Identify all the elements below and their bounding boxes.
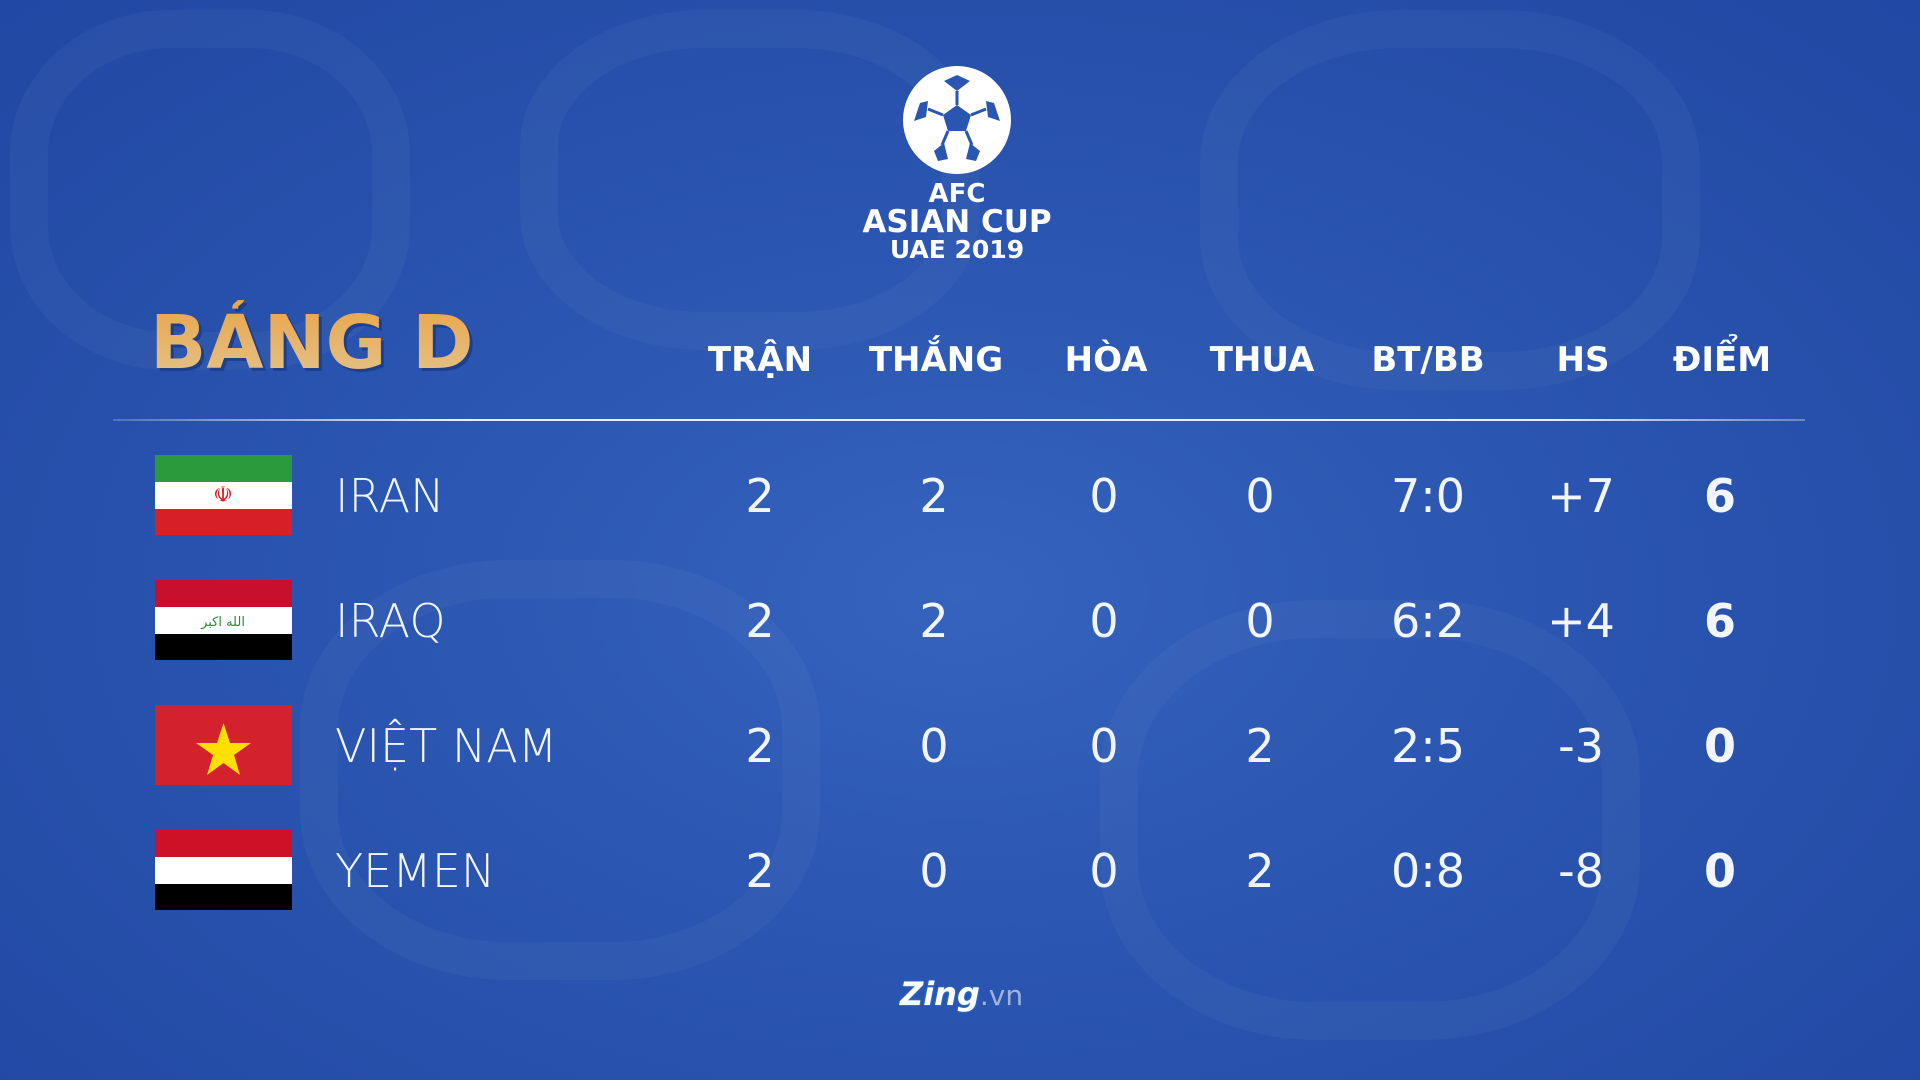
logo-text-asian-cup: ASIAN CUP xyxy=(862,204,1052,240)
cell-won: 0 xyxy=(919,844,949,898)
afc-asian-cup-logo: AFC ASIAN CUP UAE 2019 xyxy=(857,66,1057,264)
team-name: VIỆT NAM xyxy=(335,719,558,773)
column-header-goal-difference: HS xyxy=(1556,340,1610,380)
iraq-flag-icon: الله اكبر xyxy=(155,580,292,660)
cell-points: 6 xyxy=(1703,594,1737,648)
cell-goals: 6:2 xyxy=(1390,594,1466,648)
logo-text-afc: AFC xyxy=(928,179,986,209)
table-row: VIỆT NAM 2 0 0 2 2:5 -3 0 xyxy=(0,705,1920,785)
cell-goal-difference: -8 xyxy=(1558,844,1604,898)
header-divider xyxy=(113,419,1805,421)
column-header-lost: THUA xyxy=(1209,340,1315,380)
cell-drawn: 0 xyxy=(1089,594,1119,648)
cell-goal-difference: -3 xyxy=(1558,719,1604,773)
cell-goal-difference: +7 xyxy=(1547,469,1615,523)
cell-lost: 2 xyxy=(1245,719,1275,773)
table-row: الله اكبر IRAQ 2 2 0 0 6:2 +4 6 xyxy=(0,580,1920,660)
team-name: YEMEN xyxy=(335,844,496,898)
cell-points: 6 xyxy=(1703,469,1737,523)
cell-drawn: 0 xyxy=(1089,469,1119,523)
cell-won: 2 xyxy=(919,469,949,523)
cell-lost: 2 xyxy=(1245,844,1275,898)
yemen-flag-icon xyxy=(155,830,292,910)
table-row: ☫ IRAN 2 2 0 0 7:0 +7 6 xyxy=(0,455,1920,535)
cell-goal-difference: +4 xyxy=(1547,594,1615,648)
column-header-won: THẮNG xyxy=(868,340,1004,380)
iran-flag-icon: ☫ xyxy=(155,455,292,535)
column-header-played: TRẬN xyxy=(707,340,813,380)
cell-lost: 0 xyxy=(1245,594,1275,648)
cell-points: 0 xyxy=(1703,719,1737,773)
zing-logo: Zing.vn xyxy=(900,975,1023,1013)
cell-drawn: 0 xyxy=(1089,719,1119,773)
column-header-drawn: HÒA xyxy=(1064,340,1148,380)
background-decoration xyxy=(1100,600,1640,1040)
cell-played: 2 xyxy=(745,469,775,523)
football-icon xyxy=(903,66,1011,174)
cell-goals: 2:5 xyxy=(1390,719,1466,773)
cell-points: 0 xyxy=(1703,844,1737,898)
logo-text-uae-2019: UAE 2019 xyxy=(889,235,1025,264)
cell-drawn: 0 xyxy=(1089,844,1119,898)
cell-lost: 0 xyxy=(1245,469,1275,523)
vietnam-flag-icon xyxy=(155,705,292,785)
cell-goals: 7:0 xyxy=(1390,469,1466,523)
team-name: IRAN xyxy=(335,469,445,523)
cell-played: 2 xyxy=(745,594,775,648)
cell-goals: 0:8 xyxy=(1390,844,1466,898)
background-decoration xyxy=(1200,10,1700,390)
group-title: BẢNG D xyxy=(150,300,474,386)
cell-played: 2 xyxy=(745,719,775,773)
svg-text:الله اكبر: الله اكبر xyxy=(200,615,245,630)
zing-brand: Zing xyxy=(900,975,980,1013)
team-name: IRAQ xyxy=(335,594,446,648)
cell-won: 2 xyxy=(919,594,949,648)
cell-played: 2 xyxy=(745,844,775,898)
cell-won: 0 xyxy=(919,719,949,773)
column-header-points: ĐIỂM xyxy=(1672,340,1772,380)
svg-text:☫: ☫ xyxy=(213,483,233,508)
table-row: YEMEN 2 0 0 2 0:8 -8 0 xyxy=(0,830,1920,910)
column-header-goals: BT/BB xyxy=(1371,340,1485,380)
zing-suffix: .vn xyxy=(979,979,1024,1012)
